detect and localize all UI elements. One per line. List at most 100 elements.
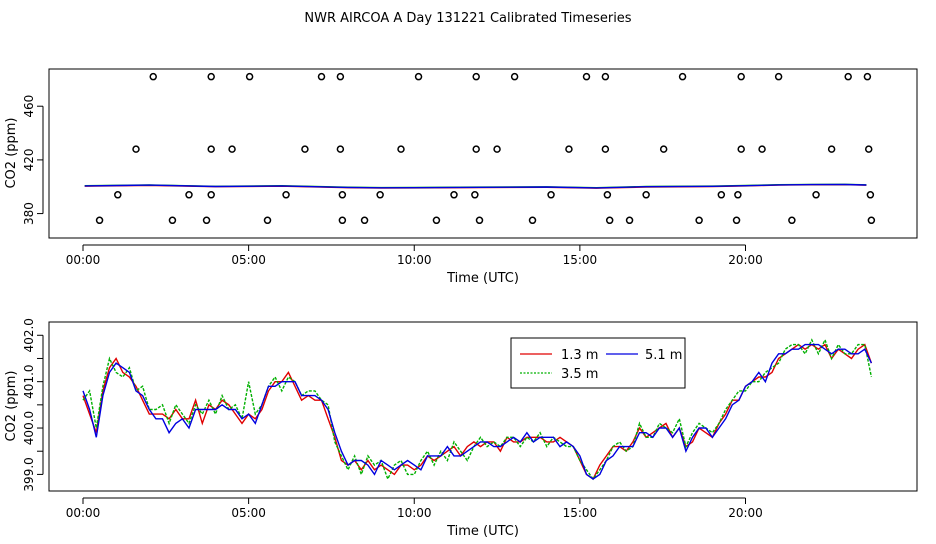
cal-point bbox=[625, 216, 634, 225]
bottom-y-tick-label: 400.0 bbox=[22, 411, 36, 445]
cal-point bbox=[207, 72, 215, 81]
bottom-x-axis-label: Time (UTC) bbox=[446, 524, 519, 539]
bottom-x-tick-label: 15:00 bbox=[563, 506, 598, 520]
cal-point bbox=[510, 72, 519, 81]
cal-point bbox=[472, 145, 480, 153]
bottom-x-tick-label: 05:00 bbox=[231, 506, 266, 520]
bottom-x-tick-label: 00:00 bbox=[66, 506, 101, 520]
cal-point bbox=[360, 216, 369, 225]
cal-point bbox=[528, 216, 537, 225]
cal-point bbox=[336, 145, 345, 153]
bottom-x-tick-label: 10:00 bbox=[397, 506, 432, 520]
cal-point bbox=[95, 216, 104, 225]
bottom-y-tick-label: 399.0 bbox=[22, 457, 36, 491]
cal-point bbox=[317, 72, 326, 81]
cal-point bbox=[844, 72, 852, 81]
bottom-plot-frame bbox=[48, 321, 918, 492]
series-line-3-5-m bbox=[82, 338, 873, 481]
bottom-x-tick-label: 20:00 bbox=[728, 506, 763, 520]
cal-point bbox=[414, 72, 423, 81]
cal-point bbox=[301, 145, 309, 153]
cal-point bbox=[866, 191, 875, 199]
cal-point bbox=[732, 216, 741, 225]
cal-point bbox=[471, 191, 479, 199]
legend: 1.3 m 3.5 m 5.1 m bbox=[510, 337, 686, 389]
bottom-series-group bbox=[82, 338, 873, 481]
cal-point bbox=[659, 145, 668, 153]
cal-point bbox=[603, 191, 612, 199]
cal-point bbox=[867, 216, 876, 225]
cal-point bbox=[547, 191, 555, 199]
top-x-tick-label: 10:00 bbox=[397, 253, 432, 267]
cal-point bbox=[475, 216, 484, 225]
cal-point bbox=[397, 145, 405, 153]
cal-point bbox=[114, 191, 122, 199]
cal-point bbox=[132, 145, 140, 153]
cal-point bbox=[450, 191, 458, 199]
top-panel: 00:00 05:00 10:00 15:00 20:00 380 420 460 Time… bbox=[4, 68, 918, 286]
top-y-axis-label: CO2 (ppm) bbox=[4, 117, 19, 188]
bottom-x-axis: 00:00 05:00 10:00 15:00 20:00 bbox=[66, 497, 763, 520]
top-x-tick-label: 05:00 bbox=[231, 253, 266, 267]
cal-point bbox=[168, 216, 177, 225]
cal-point bbox=[717, 191, 726, 199]
top-x-tick-label: 00:00 bbox=[66, 253, 101, 267]
legend-label-3: 5.1 m bbox=[645, 348, 682, 363]
cal-point bbox=[338, 216, 347, 225]
cal-point bbox=[149, 72, 157, 81]
top-x-tick-label: 20:00 bbox=[728, 253, 763, 267]
series-line-5-1-m bbox=[82, 343, 873, 480]
cal-point bbox=[642, 191, 650, 199]
cal-point bbox=[863, 72, 872, 81]
top-x-axis: 00:00 05:00 10:00 15:00 20:00 bbox=[66, 244, 763, 267]
cal-point bbox=[202, 216, 211, 225]
bottom-y-axis-label: CO2 (ppm) bbox=[4, 370, 19, 441]
cal-point bbox=[282, 191, 290, 199]
top-y-tick-label: 380 bbox=[22, 202, 36, 225]
cal-point bbox=[565, 145, 573, 153]
cal-point bbox=[185, 191, 193, 199]
cal-point bbox=[207, 191, 215, 199]
cal-point bbox=[758, 145, 766, 153]
top-x-axis-label: Time (UTC) bbox=[446, 271, 519, 286]
top-x-tick-label: 15:00 bbox=[563, 253, 598, 267]
top-y-tick-label: 420 bbox=[22, 148, 36, 171]
top-series-group bbox=[84, 72, 876, 225]
cal-point bbox=[245, 72, 254, 81]
cal-point bbox=[737, 145, 745, 153]
cal-point bbox=[678, 72, 687, 81]
cal-point bbox=[376, 191, 384, 199]
cal-point bbox=[263, 216, 272, 225]
cal-point bbox=[601, 145, 610, 153]
cal-point bbox=[788, 216, 796, 225]
cal-point bbox=[432, 216, 441, 225]
cal-point bbox=[864, 145, 873, 153]
bottom-y-axis: 399.0 400.0 401.0 402.0 bbox=[22, 318, 44, 492]
cal-point bbox=[737, 72, 745, 81]
top-y-axis: 380 420 460 bbox=[22, 95, 44, 225]
cal-point bbox=[336, 72, 345, 81]
cal-point bbox=[734, 191, 742, 199]
bottom-y-tick-label: 402.0 bbox=[22, 318, 36, 352]
chart-title: NWR AIRCOA A Day 131221 Calibrated Times… bbox=[304, 11, 631, 26]
legend-label-2: 3.5 m bbox=[561, 367, 598, 382]
bottom-panel: 00:00 05:00 10:00 15:00 20:00 399.0 400.0 401.… bbox=[4, 318, 918, 539]
cal-point bbox=[774, 72, 783, 81]
cal-point bbox=[338, 191, 347, 199]
legend-label-1: 1.3 m bbox=[561, 348, 598, 363]
cal-point bbox=[812, 191, 820, 199]
bottom-y-tick-label: 401.0 bbox=[22, 364, 36, 398]
cal-point bbox=[472, 72, 480, 81]
cal-point bbox=[695, 216, 703, 225]
cal-point bbox=[827, 145, 836, 153]
top-series-line-blue bbox=[84, 183, 867, 189]
top-y-tick-label: 460 bbox=[22, 95, 36, 118]
cal-point bbox=[582, 72, 591, 81]
cal-point bbox=[493, 145, 501, 153]
cal-point bbox=[601, 72, 610, 81]
cal-point bbox=[605, 216, 614, 225]
top-plot-frame bbox=[48, 68, 918, 239]
cal-point bbox=[228, 145, 236, 153]
cal-point bbox=[207, 145, 215, 153]
